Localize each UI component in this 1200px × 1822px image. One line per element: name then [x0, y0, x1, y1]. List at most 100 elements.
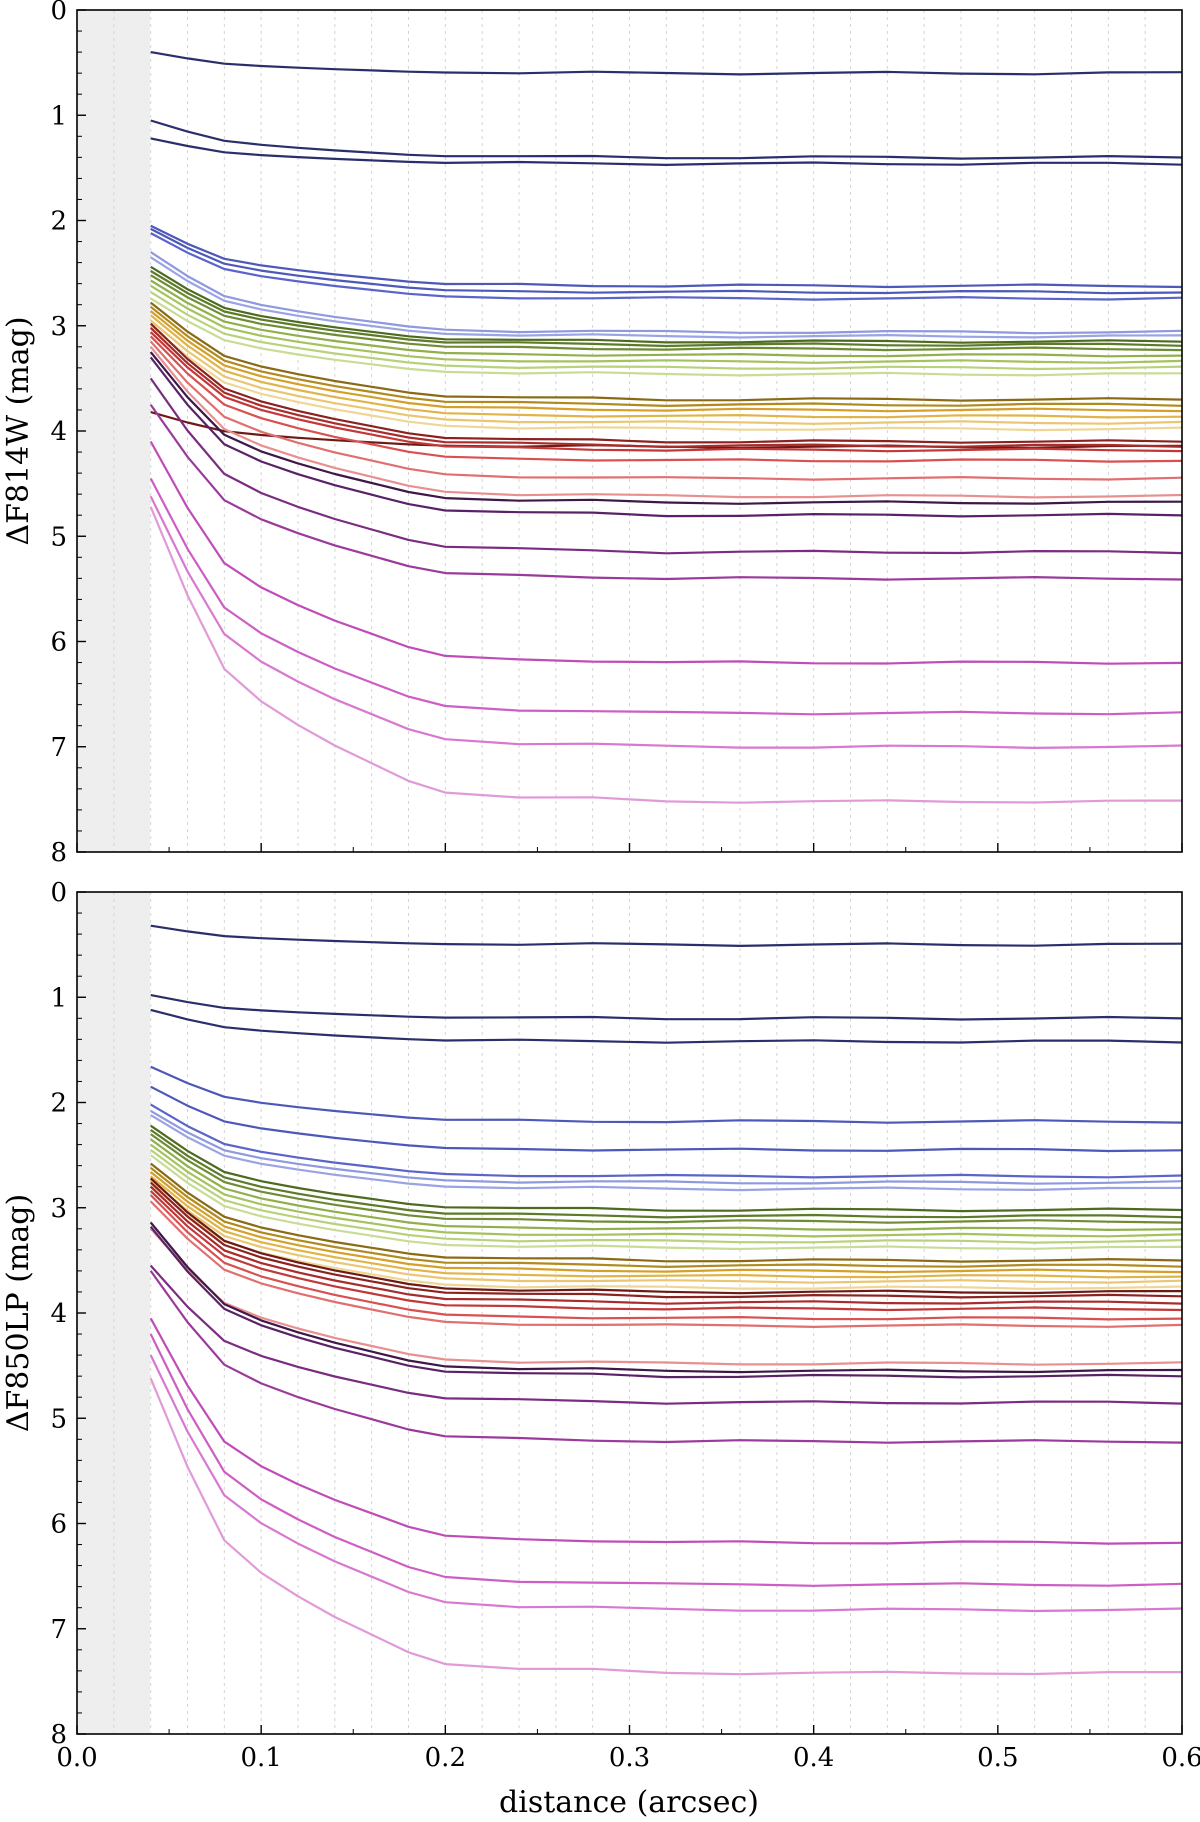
series-line-track-12: [150, 1138, 1183, 1232]
x-tick-label: 0.3: [609, 1743, 650, 1773]
x-tick-label: 0.6: [1161, 1743, 1200, 1773]
y-tick-label: 0: [50, 878, 67, 908]
series-line-track-13: [150, 284, 1183, 364]
y-tick-label: 5: [50, 1404, 67, 1434]
x-tick-label: 0.0: [56, 1743, 97, 1773]
series-line-track-20: [150, 1179, 1183, 1284]
series-group: [149, 924, 1183, 1676]
panel-top: 0 1 2 3 4 5 6 7 8 ΔF814W (mag): [1, 0, 1183, 868]
series-line-track-01: [150, 924, 1183, 948]
series-line-track-03: [150, 137, 1183, 166]
series-line-track-35: [149, 495, 1183, 750]
y-tick-label: 6: [50, 1510, 67, 1540]
series-line-track-30: [149, 356, 1183, 518]
series-line-track-13: [150, 1143, 1183, 1238]
series-line-track-29: [149, 1221, 1183, 1374]
series-line-track-01: [150, 51, 1183, 76]
series-line-track-12: [150, 279, 1183, 358]
y-tick-label: 2: [50, 207, 67, 237]
series-line-track-23: [149, 322, 1183, 444]
y-tick-label: 4: [50, 417, 67, 447]
panel-bottom: 0 1 2 3 4 5 6 7 80.0 0.1 0.2 0.3 0.4 0.5 0.6 ΔF850LP (…: [1, 878, 1200, 1773]
series-line-track-16: [150, 301, 1183, 402]
series-line-track-05: [150, 227, 1183, 295]
series-line-track-21: [149, 324, 1183, 432]
series-line-track-14: [150, 1149, 1183, 1244]
x-tick-label: 0.4: [793, 1743, 834, 1773]
y-axis-label: ΔF850LP (mag): [1, 1194, 36, 1432]
series-line-track-34: [149, 1333, 1183, 1587]
series-line-track-36: [149, 506, 1183, 804]
series-line-track-29: [149, 351, 1183, 505]
series-line-track-36: [149, 1377, 1182, 1676]
series-line-track-02: [150, 119, 1183, 160]
series-line-track-22: [149, 1177, 1183, 1295]
series-line-track-08: [150, 256, 1183, 339]
y-tick-label: 4: [50, 1299, 67, 1329]
series-line-track-24: [149, 327, 1183, 449]
series-line-track-04: [150, 224, 1183, 289]
series-line-track-02: [150, 994, 1183, 1021]
series-line-track-32: [149, 404, 1183, 581]
series-line-track-08: [150, 1114, 1183, 1192]
series-line-track-27: [149, 1200, 1183, 1329]
series-line-track-09: [150, 265, 1183, 344]
series-line-track-06: [150, 232, 1183, 301]
series-line-track-18: [150, 1171, 1183, 1274]
series-line-track-09: [150, 1124, 1183, 1213]
series-line-track-11: [150, 1133, 1183, 1224]
series-line-track-24: [149, 1185, 1183, 1305]
series-line-track-28: [149, 1228, 1183, 1366]
series-line-track-20: [149, 319, 1183, 425]
series-line-track-23: [149, 1181, 1183, 1299]
y-axis-label: ΔF814W (mag): [1, 316, 36, 545]
axis-ticks: 0 1 2 3 4 5 6 7 8: [50, 0, 1183, 868]
series-line-track-26: [149, 1194, 1183, 1321]
series-line-track-10: [150, 1129, 1183, 1219]
series-line-track-26: [149, 335, 1183, 463]
y-tick-label: 7: [50, 1615, 67, 1645]
series-line-track-19: [150, 1175, 1183, 1279]
series-line-track-25: [149, 331, 1183, 453]
series-line-track-03: [150, 1008, 1183, 1044]
series-line-track-19: [150, 314, 1183, 419]
series-line-track-27: [149, 340, 1183, 481]
y-tick-label: 5: [50, 522, 67, 552]
axis-ticks: 0 1 2 3 4 5 6 7 80.0 0.1 0.2 0.3 0.4 0.5 0.6: [50, 878, 1200, 1773]
y-tick-label: 8: [50, 1720, 67, 1750]
series-line-track-17: [150, 1166, 1183, 1269]
y-tick-label: 8: [50, 838, 67, 868]
y-tick-label: 3: [50, 1194, 67, 1224]
series-line-track-11: [150, 274, 1183, 352]
series-line-track-28: [149, 346, 1183, 499]
series-line-track-15: [150, 1154, 1183, 1251]
series-line-track-35: [149, 1354, 1183, 1613]
series-line-track-30: [149, 1226, 1183, 1379]
y-tick-label: 1: [50, 101, 67, 131]
series-line-track-31: [149, 1264, 1183, 1405]
series-line-track-07: [150, 251, 1183, 335]
series-line-track-06: [150, 1103, 1183, 1179]
grid-lines: [113, 10, 1146, 852]
series-line-track-16: [150, 1162, 1183, 1263]
series-line-track-10: [150, 270, 1183, 348]
series-line-track-34: [149, 477, 1183, 716]
series-group: [149, 51, 1183, 804]
series-line-track-18: [150, 310, 1183, 413]
y-tick-label: 7: [50, 733, 67, 763]
x-axis-label: distance (arcsec): [499, 1785, 759, 1820]
series-line-track-07: [150, 1109, 1183, 1185]
y-tick-label: 3: [50, 312, 67, 342]
x-tick-label: 0.2: [425, 1743, 466, 1773]
series-line-track-04: [150, 1065, 1183, 1124]
series-line-track-17: [150, 305, 1183, 407]
series-line-track-15: [150, 297, 1183, 377]
y-tick-label: 2: [50, 1089, 67, 1119]
series-line-track-14: [150, 291, 1183, 371]
y-tick-label: 0: [50, 0, 67, 26]
series-line-track-05: [150, 1085, 1183, 1153]
y-tick-label: 6: [50, 628, 67, 658]
series-line-track-25: [149, 1190, 1183, 1312]
series-line-track-33: [149, 440, 1183, 665]
